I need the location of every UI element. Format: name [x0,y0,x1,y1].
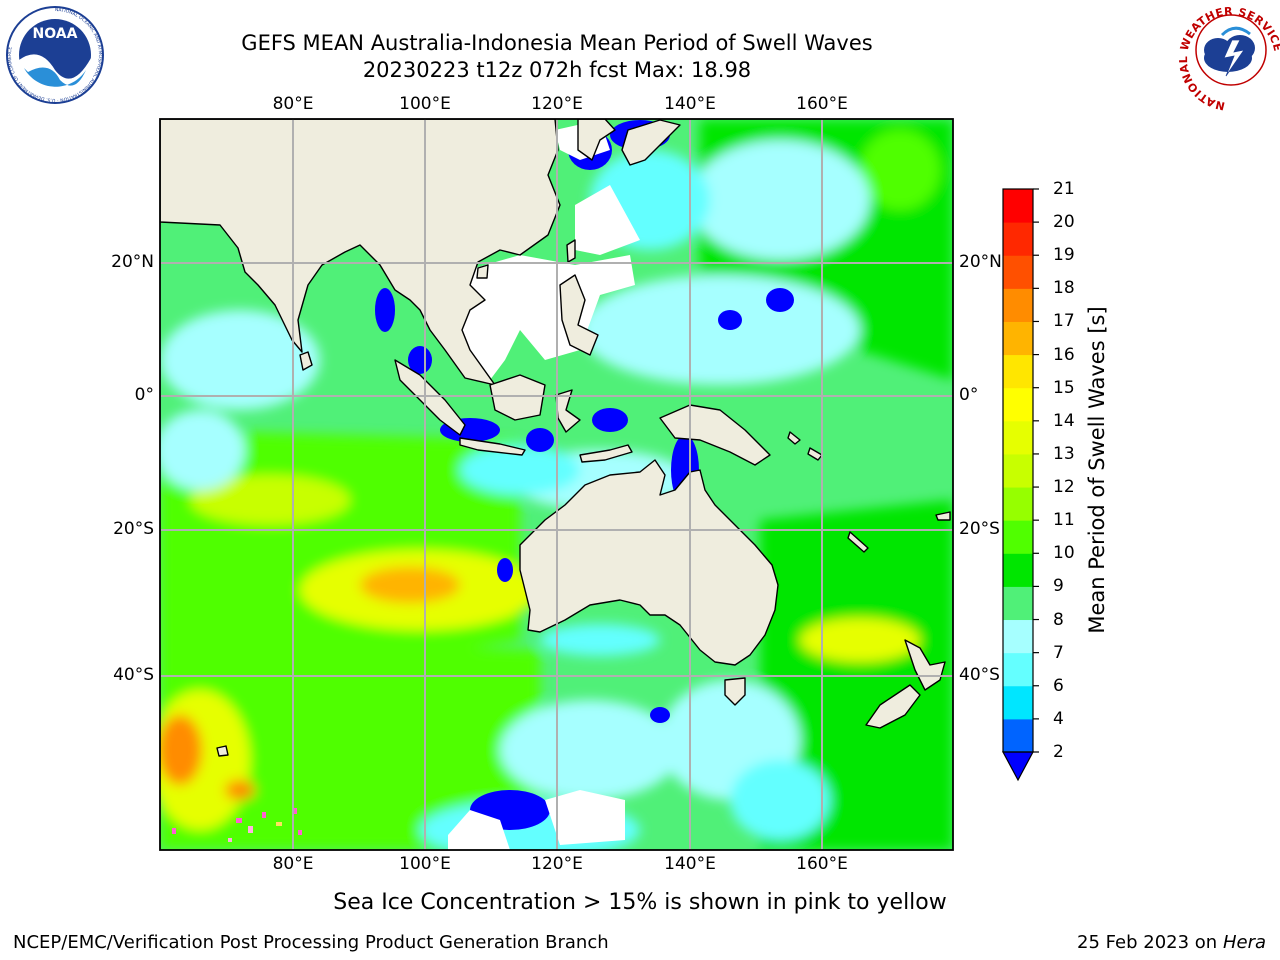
colorbar-tick-label: 9 [1053,576,1064,597]
colorbar-segment [1003,288,1033,322]
colorbar-tick-label: 13 [1053,443,1075,464]
gridlines [160,119,953,850]
colorbar-tick-label: 12 [1053,477,1075,498]
no-data-areas [440,120,640,850]
footer-date-text: 25 Feb 2023 on [1077,932,1218,953]
footer-host: Hera [1222,932,1266,953]
lon-tick-top: 160°E [796,94,848,114]
colorbar [1001,188,1035,782]
colorbar-tick-label: 16 [1053,344,1075,365]
map-title: GEFS MEAN Australia-Indonesia Mean Perio… [241,31,873,55]
sea-ice-markers [172,808,302,842]
lat-tick-right: 40°S [959,665,1000,685]
lon-tick-bottom: 100°E [399,854,451,874]
colorbar-tick-label: 10 [1053,543,1075,564]
colorbar-tick-label: 11 [1053,510,1075,531]
colorbar-tick-label: 6 [1053,675,1064,696]
noaa-logo: NOAA NATIONAL OCEANIC AND ATMOSPHERIC AD… [6,6,104,104]
colorbar-extend-low [1001,751,1035,782]
colorbar-tick-label: 7 [1053,642,1064,663]
noaa-logo-text: NOAA [33,26,78,42]
lat-tick-left: 20°S [113,519,154,539]
lon-tick-bottom: 160°E [796,854,848,874]
colorbar-segment [1003,255,1033,289]
colorbar-tick-label: 21 [1053,179,1075,199]
colorbar-segment [1003,354,1033,389]
lat-tick-right: 0° [959,385,979,405]
colorbar-segment [1003,387,1033,422]
colorbar-tick-label: 14 [1053,410,1075,431]
colorbar-label: Mean Period of Swell Waves [s] [1085,306,1109,634]
land [160,119,951,757]
lon-tick-bottom: 80°E [272,854,314,874]
lon-tick-top: 140°E [664,94,716,114]
colorbar-segment [1003,619,1033,654]
sea-ice-note: Sea Ice Concentration > 15% is shown in … [333,890,947,915]
colorbar-tick-label: 20 [1053,212,1075,233]
lon-tick-bottom: 140°E [664,854,716,874]
colorbar-tick-label: 2 [1053,742,1064,762]
colorbar-segment [1003,586,1033,621]
lon-tick-top: 100°E [399,94,451,114]
colorbar-segment [1003,222,1033,256]
colorbar-tick-label: 18 [1053,278,1075,299]
colorbar-tick-label: 19 [1053,245,1075,266]
footer-date: 25 Feb 2023 on Hera [1077,932,1266,953]
swell-period-field [160,119,953,850]
colorbar-segment [1003,487,1033,521]
lat-tick-right: 20°S [959,519,1000,539]
colorbar-segment [1003,553,1033,587]
colorbar-segment [1003,189,1033,223]
colorbar-segment [1003,685,1033,720]
colorbar-tick-label: 4 [1053,708,1064,729]
lat-tick-left: 0° [134,385,154,405]
lat-tick-left: 20°N [111,252,154,272]
colorbar-segment [1003,718,1033,753]
colorbar-tick-label: 8 [1053,609,1064,630]
colorbar-tick-label: 15 [1053,377,1075,398]
colorbar-segment [1003,321,1033,356]
lon-tick-bottom: 120°E [531,854,583,874]
lon-tick-top: 80°E [272,94,314,114]
colorbar-tick-label: 17 [1053,311,1075,332]
lat-tick-right: 20°N [959,252,1002,272]
colorbar-segment [1003,652,1033,687]
colorbar-ticks [1033,188,1039,753]
nws-logo: NATIONAL WEATHER SERVICE [1177,0,1280,113]
colorbar-segment [1003,520,1033,554]
colorbar-segment [1003,453,1033,488]
lat-tick-left: 40°S [113,665,154,685]
lon-tick-top: 120°E [531,94,583,114]
colorbar-segment [1003,420,1033,455]
map-frame [159,118,954,851]
colorbar-frame [1002,188,1034,753]
footer-credit: NCEP/EMC/Verification Post Processing Pr… [13,932,609,953]
map-subtitle: 20230223 t12z 072h fcst Max: 18.98 [362,58,752,82]
